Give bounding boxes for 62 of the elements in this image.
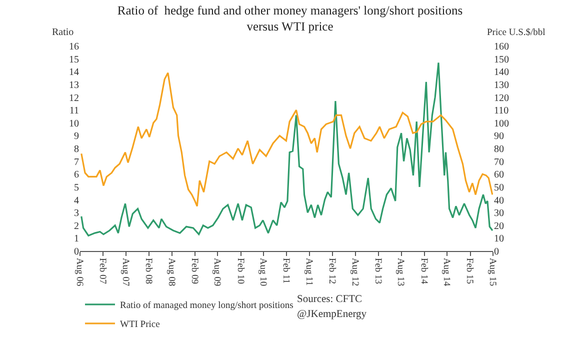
y2-tick-label: 160: [494, 42, 509, 52]
source-note: Sources: CFTC: [297, 294, 362, 305]
y-axis-title: Ratio: [52, 27, 74, 38]
y-tick-label: 4: [74, 195, 79, 206]
y-tick-label: 7: [74, 156, 79, 168]
y-tick-label: 16: [69, 42, 79, 52]
x-tick-label: Feb 10: [234, 258, 245, 284]
x-tick-label: Feb 07: [97, 258, 108, 284]
y2-tick-label: 130: [494, 80, 509, 91]
x-tick-label: Feb 12: [326, 258, 336, 284]
x-tick-label: Aug 08: [166, 258, 176, 286]
y2-tick-label: 110: [494, 106, 509, 117]
y2-tick-label: 100: [494, 118, 509, 130]
x-tick-label: Aug 07: [120, 258, 130, 286]
chart-title: Ratio of hedge fund and other money managers' long/short positions versus WTI price: [117, 3, 463, 34]
y2-tick-label: 120: [494, 92, 509, 104]
y2-tick-label: 60: [494, 170, 504, 181]
y2-tick-label: 150: [494, 54, 509, 66]
y2-tick-label: 10: [494, 234, 504, 245]
y2-tick-label: 40: [494, 195, 504, 206]
x-tick-label: Aug 15: [486, 258, 497, 286]
x-tick-label: Aug 09: [212, 258, 222, 286]
y2-tick-label: 90: [494, 131, 504, 142]
y-tick-label: 8: [74, 144, 79, 155]
x-tick-label: Feb 14: [418, 258, 428, 284]
y-tick-label: 13: [69, 80, 79, 91]
x-tick-label: Aug 14: [441, 258, 452, 286]
legend-label: Ratio of managed money long/short positions: [120, 301, 294, 312]
y-tick-label: 15: [69, 54, 79, 66]
y-tick-label: 2: [74, 220, 79, 232]
y2-tick-label: 20: [494, 220, 504, 232]
y-tick-label: 9: [74, 131, 79, 142]
y2-tick-label: 70: [494, 156, 504, 168]
y-tick-label: 5: [74, 182, 79, 194]
y-tick-label: 1: [74, 234, 79, 245]
y-tick-label: 10: [69, 118, 79, 130]
x-tick-label: Aug 13: [395, 258, 406, 286]
y-tick-label: 0: [74, 246, 79, 258]
legend-label: WTI Price: [120, 320, 160, 330]
y2-tick-label: 80: [494, 144, 504, 155]
y-tick-label: 3: [74, 208, 79, 220]
line-series: [80, 72, 493, 207]
text: @JKempEnergy: [297, 309, 368, 320]
y2-tick-label: 50: [494, 182, 504, 194]
x-tick-label: Feb 15: [464, 258, 474, 284]
x-tick-label: Aug 10: [257, 258, 268, 286]
x-tick-label: Feb 08: [142, 258, 153, 284]
x-tick-label: Aug 12: [349, 258, 360, 286]
x-tick-label: Aug 11: [303, 258, 314, 286]
y2-axis-title: Price U.S.$/bbl: [487, 28, 546, 38]
line-series: [80, 62, 493, 236]
y2-tick-label: 0: [494, 246, 499, 258]
y2-tick-label: 140: [494, 67, 509, 78]
x-tick-label: Feb 09: [188, 258, 199, 284]
x-tick-label: Aug 06: [74, 258, 84, 286]
y-tick-label: 6: [74, 170, 79, 181]
y-tick-label: 12: [69, 92, 79, 104]
y-tick-label: 11: [69, 106, 79, 117]
x-tick-label: Feb 13: [372, 258, 382, 284]
x-tick-label: Feb 11: [280, 258, 291, 284]
y-tick-label: 14: [69, 67, 79, 78]
y2-tick-label: 30: [494, 208, 504, 220]
